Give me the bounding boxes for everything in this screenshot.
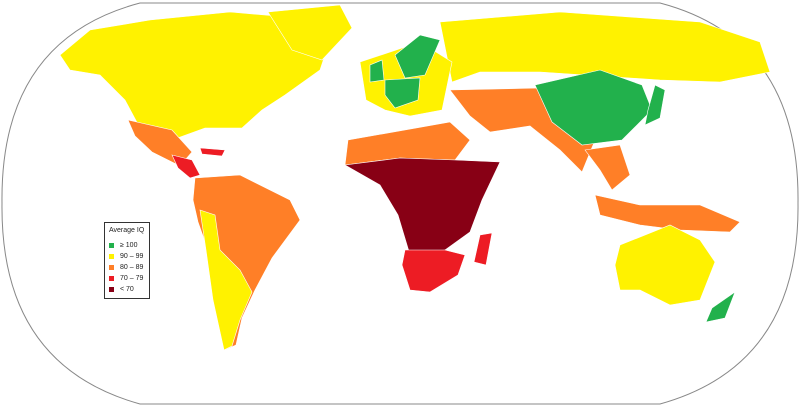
legend-label: ≥ 100 [120,242,138,249]
region-southern-africa [401,249,466,293]
region-greenland [267,4,353,61]
legend-item: 90 – 99 [109,251,144,262]
region-south-america-south [199,209,253,351]
legend-label: < 70 [120,286,134,293]
region-japan [644,84,666,126]
swatch-icon [109,254,114,259]
legend-label: 70 – 79 [120,275,144,282]
swatch-icon [109,265,114,270]
region-indonesia [594,194,741,233]
legend-label: 90 – 99 [120,253,144,260]
region-southeast-asia [584,144,631,191]
region-madagascar [473,232,493,266]
swatch-icon [109,287,114,292]
region-north-america [59,11,331,141]
legend-item: 80 – 89 [109,262,144,273]
region-new-zealand [705,291,736,323]
swatch-icon [109,243,114,248]
region-uk [369,59,385,83]
legend-label: 80 – 89 [120,264,144,271]
region-australia [614,224,716,306]
region-sub-saharan-africa [344,157,501,256]
region-caribbean [199,147,226,157]
swatch-icon [109,276,114,281]
legend-title: Average IQ [109,227,145,234]
legend: Average IQ ≥ 100 90 – 99 80 – 89 70 – 79… [104,222,151,299]
region-russia [439,11,771,83]
region-scandinavia [394,34,441,79]
legend-item: < 70 [109,284,144,295]
legend-item: ≥ 100 [109,240,144,251]
legend-item: 70 – 79 [109,273,144,284]
region-central-europe [384,77,421,109]
region-china [534,69,653,146]
region-central-america [171,154,201,179]
